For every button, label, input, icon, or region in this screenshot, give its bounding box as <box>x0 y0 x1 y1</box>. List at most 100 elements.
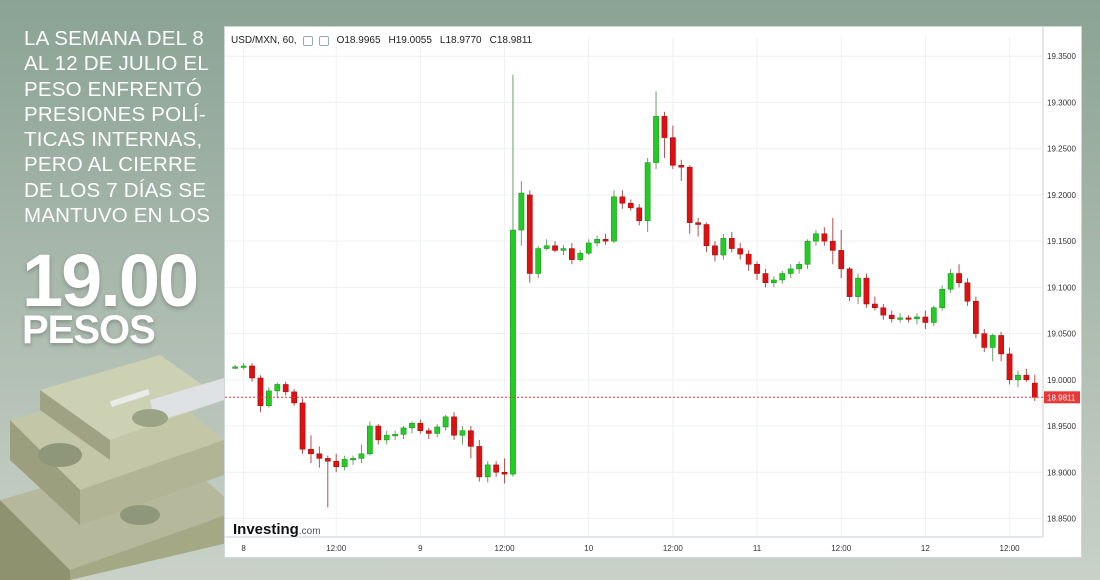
y-tick-label: 18.9000 <box>1047 468 1076 477</box>
symbol-label: USD/MXN, 60, <box>231 35 297 46</box>
candle-body <box>964 282 971 302</box>
candle-body <box>383 435 390 441</box>
candle-body <box>863 277 870 305</box>
candle-body <box>560 248 567 251</box>
candle-body <box>619 196 626 204</box>
candle-body <box>846 268 853 297</box>
candle-body <box>838 250 845 270</box>
candle-body <box>476 446 483 478</box>
candle-body <box>981 333 988 348</box>
candle-body <box>552 245 558 251</box>
candle-body <box>880 307 887 316</box>
logo-suffix: .com <box>298 526 321 537</box>
candle-body <box>762 273 769 284</box>
candle-body <box>493 464 499 473</box>
y-tick-label: 19.0000 <box>1047 376 1076 385</box>
candle-body <box>627 202 634 209</box>
candle-body <box>1023 374 1030 381</box>
candle-body <box>745 253 752 265</box>
candle-body <box>232 366 239 369</box>
candle-body <box>796 264 802 270</box>
money-stack-illustration <box>0 355 240 580</box>
collapse-toggle-icon[interactable] <box>302 35 313 46</box>
ohlc-header: USD/MXN, 60, O18.9965 H19.0055 L18.9770 … <box>231 35 532 46</box>
candle-body <box>594 239 600 244</box>
y-tick-label: 19.2500 <box>1047 145 1076 154</box>
candle-body <box>518 192 525 231</box>
candle-body <box>535 248 542 274</box>
candle-body <box>484 464 491 478</box>
candle-body <box>459 430 466 436</box>
y-tick-label: 19.1500 <box>1047 237 1076 246</box>
candle-body <box>973 300 979 334</box>
candle-body <box>728 238 735 249</box>
candle-body <box>526 194 533 274</box>
candle-body <box>636 207 643 222</box>
candle-body <box>829 240 836 251</box>
y-tick-label: 19.2000 <box>1047 191 1076 200</box>
promo-line: AL 12 DE JULIO EL <box>24 52 209 76</box>
x-tick-label: 8 <box>241 544 246 553</box>
y-tick-label: 19.3000 <box>1047 98 1076 107</box>
candle-body <box>779 273 786 281</box>
candle-body <box>240 365 247 368</box>
candle-body <box>703 224 710 247</box>
candle-body <box>670 137 676 166</box>
candle-body <box>737 248 744 255</box>
candle-body <box>653 116 659 163</box>
candle-body <box>510 229 516 475</box>
candle-body <box>947 273 954 290</box>
candle-body <box>855 277 861 297</box>
candle-body <box>888 314 895 320</box>
candle-body <box>468 430 474 447</box>
close-value: C18.9811 <box>489 35 533 46</box>
candle-body <box>392 434 398 437</box>
candle-body <box>367 425 373 455</box>
candle-body <box>409 423 415 429</box>
candle-body <box>1006 353 1013 381</box>
candle-body <box>299 402 306 450</box>
candle-body <box>1015 374 1021 381</box>
candle-body <box>821 233 828 242</box>
x-tick-label: 12 <box>921 544 930 553</box>
candle-body <box>686 166 693 223</box>
x-tick-label: 12:00 <box>326 544 347 553</box>
candle-body <box>282 384 289 393</box>
candle-body <box>998 335 1004 355</box>
candle-body <box>257 377 264 406</box>
candle-body <box>712 245 718 256</box>
price-chart-panel[interactable]: 19.3500 19.3000 19.2500 19.2000 19.1500 19.10… <box>224 26 1082 558</box>
candle-body <box>341 459 348 467</box>
settings-toggle-icon[interactable] <box>318 35 329 46</box>
candle-body <box>375 425 382 441</box>
candlestick-chart[interactable]: 19.3500 19.3000 19.2500 19.2000 19.1500 19.10… <box>225 27 1081 557</box>
candle-body <box>787 268 794 274</box>
candle-body <box>358 453 365 459</box>
candle-body <box>602 239 609 242</box>
candle-body <box>930 307 937 323</box>
candle-body <box>611 196 617 242</box>
big-price-unit: PESOS <box>22 308 156 352</box>
investing-logo: Investing.com <box>233 521 321 538</box>
candle-body <box>905 317 912 320</box>
logo-brand: Investing <box>233 521 299 538</box>
candle-body <box>939 288 946 308</box>
candle-body <box>695 222 701 225</box>
candle-body <box>577 252 584 260</box>
promo-headline: LA SEMANA DEL 8 AL 12 DE JULIO EL PESO E… <box>24 26 214 228</box>
candle-body <box>661 116 668 138</box>
y-tick-label: 18.8500 <box>1047 515 1076 524</box>
y-tick-label: 19.3500 <box>1047 52 1076 61</box>
promo-line: DE LOS 7 DÍAS SE <box>24 178 207 202</box>
x-tick-label: 10 <box>584 544 593 553</box>
candle-body <box>425 430 432 434</box>
candle-body <box>804 240 811 265</box>
candle-body <box>897 317 903 320</box>
candle-body <box>501 472 508 475</box>
candle-body <box>922 316 929 323</box>
x-tick-label: 12:00 <box>495 544 516 553</box>
promo-line: PRESIONES POLÍ- <box>24 102 206 126</box>
big-price-number: 19.00 <box>22 239 199 322</box>
candle-body <box>400 427 407 435</box>
open-value: O18.9965 <box>336 35 381 46</box>
